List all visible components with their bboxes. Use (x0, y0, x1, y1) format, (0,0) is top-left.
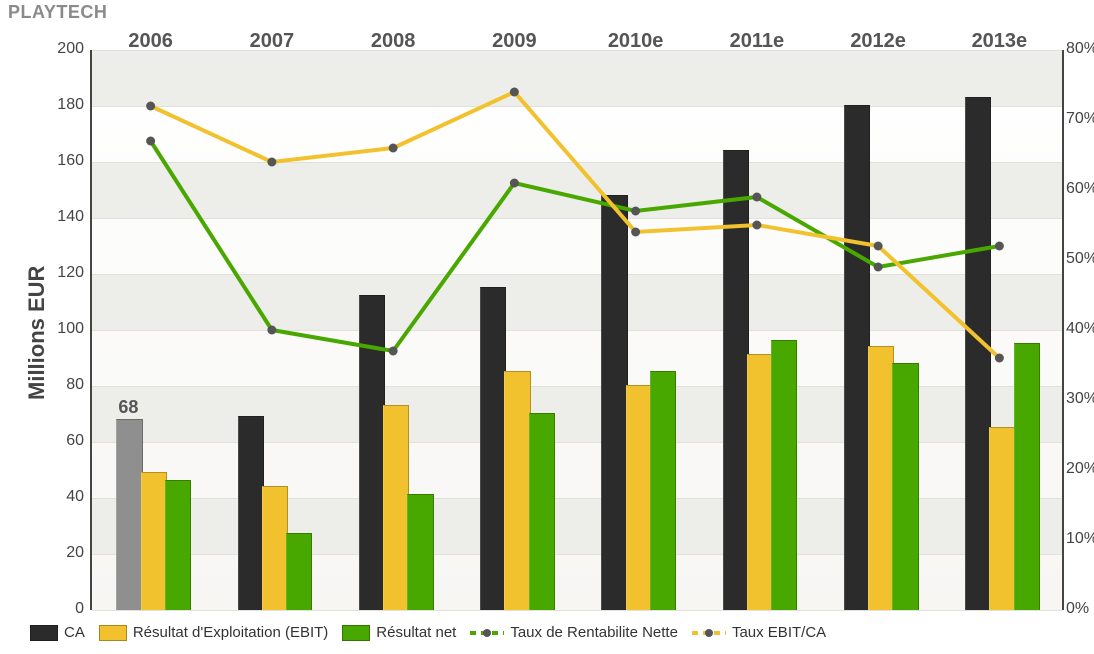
ytick-left: 20 (48, 544, 84, 562)
legend-item-ca: CA (30, 624, 85, 641)
legend-line-swatch (692, 626, 726, 640)
ytick-left: 160 (48, 152, 84, 170)
bar-ebit (868, 346, 894, 610)
bar-net (529, 413, 555, 610)
bar-ca (116, 419, 142, 610)
ytick-left: 40 (48, 488, 84, 506)
bar-ca (480, 287, 506, 610)
category-label: 2007 (250, 30, 295, 53)
ytick-left: 80 (48, 376, 84, 394)
gridline (92, 218, 1062, 219)
ytick-left: 180 (48, 96, 84, 114)
plot-area: 68 (90, 50, 1064, 610)
bar-ebit (626, 385, 652, 610)
y-axis-label: Millions EUR (24, 266, 50, 400)
category-label: 2009 (492, 30, 537, 53)
legend-label: CA (64, 624, 85, 641)
category-label: 2013e (972, 30, 1028, 53)
ytick-right: 60% (1066, 180, 1094, 198)
bar-net (286, 533, 312, 610)
ytick-left: 120 (48, 264, 84, 282)
bar-net (650, 371, 676, 610)
gridline (92, 274, 1062, 275)
bar-ca (723, 150, 749, 610)
gridline (92, 162, 1062, 163)
bar-ebit (141, 472, 167, 610)
legend-item-net: Résultat net (342, 624, 456, 641)
legend-swatch (342, 625, 370, 641)
legend: CA Résultat d'Exploitation (EBIT) Résultat… (30, 624, 826, 641)
category-label: 2006 (128, 30, 173, 53)
ytick-left: 0 (48, 600, 84, 618)
ytick-left: 60 (48, 432, 84, 450)
bar-value-label: 68 (118, 397, 138, 418)
grid-band (92, 274, 1062, 330)
category-label: 2010e (608, 30, 664, 53)
chart-container: PLAYTECH 68 Millions EUR CA Résultat d'Ex… (0, 0, 1094, 654)
bar-net (892, 363, 918, 610)
legend-label: Taux de Rentabilite Nette (510, 624, 678, 641)
ytick-right: 0% (1066, 600, 1089, 618)
legend-swatch (30, 625, 58, 641)
legend-label: Taux EBIT/CA (732, 624, 826, 641)
bar-net (407, 494, 433, 610)
gridline (92, 330, 1062, 331)
legend-item-rent_nette: Taux de Rentabilite Nette (470, 624, 678, 641)
grid-band (92, 162, 1062, 218)
bar-ca (238, 416, 264, 610)
bar-ebit (383, 405, 409, 610)
bar-ca (844, 105, 870, 610)
legend-line-swatch (470, 626, 504, 640)
ytick-right: 10% (1066, 530, 1094, 548)
bar-ebit (747, 354, 773, 610)
category-label: 2011e (730, 30, 785, 53)
gridline (92, 50, 1062, 51)
category-label: 2012e (850, 30, 906, 53)
gridline (92, 106, 1062, 107)
bar-ebit (262, 486, 288, 610)
bar-net (771, 340, 797, 610)
gridline (92, 610, 1062, 611)
ytick-left: 140 (48, 208, 84, 226)
ytick-right: 80% (1066, 40, 1094, 58)
bar-net (165, 480, 191, 610)
legend-item-ebit_ca: Taux EBIT/CA (692, 624, 826, 641)
ytick-right: 50% (1066, 250, 1094, 268)
legend-item-ebit: Résultat d'Exploitation (EBIT) (99, 624, 328, 641)
bar-ca (359, 295, 385, 610)
bar-net (1014, 343, 1040, 610)
legend-label: Résultat d'Exploitation (EBIT) (133, 624, 328, 641)
ytick-left: 200 (48, 40, 84, 58)
bar-ca (965, 97, 991, 610)
ytick-left: 100 (48, 320, 84, 338)
ytick-right: 40% (1066, 320, 1094, 338)
legend-label: Résultat net (376, 624, 456, 641)
category-label: 2008 (371, 30, 416, 53)
chart-title: PLAYTECH (8, 2, 107, 23)
bar-ca (601, 195, 627, 610)
legend-swatch (99, 625, 127, 641)
grid-band (92, 50, 1062, 106)
ytick-right: 20% (1066, 460, 1094, 478)
ytick-right: 30% (1066, 390, 1094, 408)
bar-ebit (504, 371, 530, 610)
bar-ebit (989, 427, 1015, 610)
ytick-right: 70% (1066, 110, 1094, 128)
